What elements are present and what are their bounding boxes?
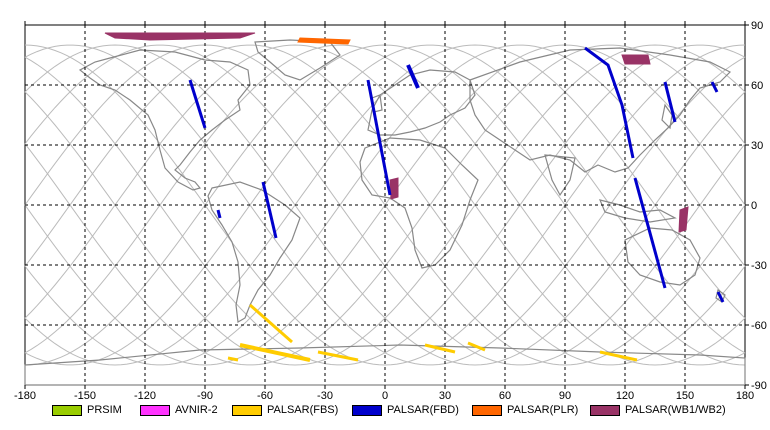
- swath-fbs-5: [467, 341, 486, 352]
- lon-tick-label: 150: [676, 390, 694, 400]
- legend-label: PALSAR(FBD): [387, 404, 459, 416]
- swath-fbs-7: [227, 356, 239, 362]
- japan-outline: [661, 103, 673, 130]
- lon-tick-label: 180: [736, 390, 754, 400]
- europe-outline: [367, 69, 476, 136]
- swath-fbs-1: [249, 303, 293, 344]
- swath-fbd-6: [633, 177, 667, 289]
- graticule: [25, 25, 745, 385]
- swath-fbd-7: [663, 81, 677, 123]
- swath-wb-africa: [389, 177, 399, 200]
- legend: PRSIM AVNIR-2 PALSAR(FBS) PALSAR(FBD) PA…: [0, 400, 770, 422]
- lon-tick-label: 30: [439, 390, 451, 400]
- legend-item-prsim: PRSIM: [52, 403, 122, 417]
- lon-tick-label: 120: [616, 390, 634, 400]
- orbit-track: [24, 44, 746, 366]
- asia-outline: [469, 47, 732, 173]
- legend-label: PALSAR(PLR): [507, 404, 579, 416]
- indonesia-outline: [598, 199, 677, 223]
- swath-wb-siberia: [621, 54, 651, 65]
- swath-fbd-3: [366, 79, 392, 196]
- lon-tick-label: 90: [559, 390, 571, 400]
- legend-label: PALSAR(WB1/WB2): [625, 404, 726, 416]
- north-america-outline: [78, 49, 251, 191]
- lat-tick-label: -60: [751, 320, 767, 332]
- swath-fbd-4: [406, 64, 420, 89]
- legend-item-palsar-fbs: PALSAR(FBS): [232, 403, 338, 417]
- legend-item-palsar-plr: PALSAR(PLR): [472, 403, 578, 417]
- swath-plr-greenland: [297, 37, 351, 45]
- lon-tick-label: -90: [197, 390, 213, 400]
- swath-fbs-3: [317, 350, 359, 362]
- swath-wb-arctic: [104, 32, 256, 41]
- lon-tick-label: -120: [134, 390, 156, 400]
- axes: -180 -150 -120 -90 -60 -30 0 30 60 90 120 150 180 90 6…: [14, 20, 767, 400]
- lon-tick-label: -60: [257, 390, 273, 400]
- legend-label: PALSAR(FBS): [267, 404, 339, 416]
- australia-outline: [624, 227, 701, 286]
- lat-tick-label: 90: [751, 20, 763, 32]
- swath-fbs-4: [424, 343, 456, 354]
- swath-fbs-2: [239, 343, 311, 362]
- lat-tick-label: 0: [751, 200, 757, 212]
- legend-swatch: [52, 404, 82, 416]
- swath-fbd-5: [584, 46, 635, 159]
- legend-item-avnir2: AVNIR-2: [140, 403, 218, 417]
- acquisition-swaths: [104, 32, 725, 362]
- legend-swatch: [140, 404, 170, 416]
- legend-label: PRSIM: [87, 404, 122, 416]
- lon-tick-label: 0: [382, 390, 388, 400]
- lat-tick-label: 30: [751, 140, 763, 152]
- lon-tick-label: -150: [74, 390, 96, 400]
- south-america-outline: [207, 181, 301, 323]
- swath-fbd-9: [716, 291, 725, 303]
- lon-tick-label: -30: [317, 390, 333, 400]
- swath-wb-newguinea: [678, 206, 689, 233]
- lat-tick-label: -90: [751, 380, 767, 392]
- lon-tick-label: -180: [14, 390, 36, 400]
- legend-swatch: [472, 404, 502, 416]
- legend-item-palsar-fbd: PALSAR(FBD): [352, 403, 459, 417]
- swath-fbd-1: [188, 79, 207, 129]
- lat-tick-label: -30: [751, 260, 767, 272]
- lat-tick-label: 60: [751, 80, 763, 92]
- swath-fbd-10: [216, 209, 222, 219]
- legend-swatch: [232, 404, 262, 416]
- world-map: -180 -150 -120 -90 -60 -30 0 30 60 90 120 150 180 90 6…: [14, 20, 767, 400]
- swath-fbd-2: [261, 181, 278, 239]
- legend-item-palsar-wb: PALSAR(WB1/WB2): [590, 403, 726, 417]
- legend-swatch: [352, 404, 382, 416]
- swath-fbs-6: [599, 350, 638, 362]
- legend-label: AVNIR-2: [175, 404, 218, 416]
- lon-tick-label: 60: [499, 390, 511, 400]
- legend-swatch: [590, 404, 620, 416]
- swath-fbd-8: [710, 81, 719, 93]
